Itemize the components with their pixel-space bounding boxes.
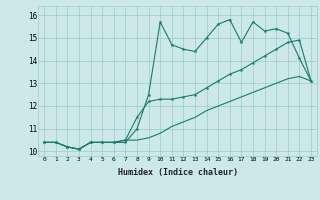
X-axis label: Humidex (Indice chaleur): Humidex (Indice chaleur) [118,168,238,177]
